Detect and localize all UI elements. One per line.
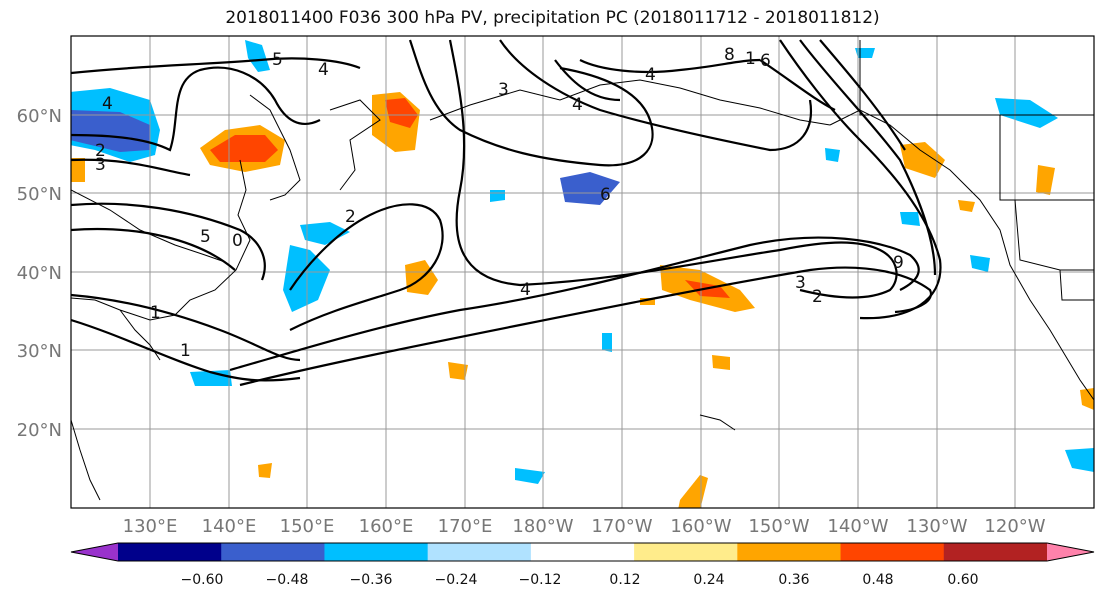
colorbar-tick-label: 0.12 xyxy=(609,572,640,588)
lon-label: 180°W xyxy=(512,516,573,537)
contour-label: 5 xyxy=(200,227,211,247)
precip-negative-region xyxy=(1065,448,1094,472)
colorbar-extend-high xyxy=(1047,543,1094,561)
contour-label: 0 xyxy=(232,231,243,251)
contour-label: 6 xyxy=(760,51,771,71)
lon-label: 120°W xyxy=(984,516,1045,537)
precip-negative-region xyxy=(825,148,840,162)
colorbar-bin xyxy=(324,543,429,561)
contour-label: 9 xyxy=(893,253,904,273)
precip-positive-region xyxy=(258,463,272,478)
longitude-labels: 130°E 140°E 150°E 160°E 170°E 180°W 170°… xyxy=(123,516,1046,537)
coastlines xyxy=(71,40,1094,501)
precip-positive-region xyxy=(958,200,975,212)
contour-label: 4 xyxy=(102,94,113,114)
contour-label: 3 xyxy=(498,80,509,100)
colorbar-extend-low xyxy=(71,543,118,561)
contour-labels: 4 2 3 5 4 3 4 8 1 6 4 6 2 5 0 1 1 4 3 2 … xyxy=(95,45,904,361)
precip-negative-region xyxy=(71,110,150,152)
colorbar-tick-label: 0.48 xyxy=(862,572,893,588)
lat-label: 40°N xyxy=(17,263,62,284)
contour-label: 1 xyxy=(745,49,756,69)
colorbar-tick-label: −0.12 xyxy=(519,572,562,588)
pv-contours xyxy=(71,39,942,387)
precip-negative-region xyxy=(602,333,612,352)
precip-negative-region xyxy=(970,255,990,272)
colorbar-tick-label: −0.48 xyxy=(266,572,309,588)
contour-label: 3 xyxy=(95,155,106,175)
contour-label: 1 xyxy=(150,303,161,323)
lon-label: 170°W xyxy=(591,516,652,537)
precip-negative-region xyxy=(560,172,620,205)
lon-label: 150°E xyxy=(280,516,335,537)
precip-positive-region xyxy=(712,355,730,370)
precip-negative-region xyxy=(490,190,505,202)
contour-label: 4 xyxy=(520,280,531,300)
precip-negative-region xyxy=(300,222,350,245)
precip-positive-region xyxy=(900,142,945,178)
contour-label: 8 xyxy=(724,45,735,65)
precip-negative-region xyxy=(515,468,545,484)
colorbar-tick-label: 0.36 xyxy=(778,572,809,588)
colorbar-bin xyxy=(943,543,1048,561)
precip-shading xyxy=(71,40,1094,508)
colorbar-tick-label: −0.24 xyxy=(435,572,478,588)
precip-negative-region xyxy=(245,40,270,72)
colorbar-bin xyxy=(427,543,532,561)
lat-label: 20°N xyxy=(17,420,62,441)
lon-label: 170°E xyxy=(438,516,493,537)
lon-label: 130°E xyxy=(123,516,178,537)
lat-label: 30°N xyxy=(17,341,62,362)
colorbar-bin xyxy=(118,543,222,561)
contour-label: 6 xyxy=(600,185,611,205)
colorbar-bin xyxy=(634,543,738,561)
colorbar xyxy=(70,542,1095,562)
precip-positive-region xyxy=(71,158,85,182)
colorbar-ticks: −0.60 −0.48 −0.36 −0.24 −0.12 0.12 0.24 … xyxy=(181,572,979,588)
precip-positive-region xyxy=(448,362,468,380)
lon-label: 150°W xyxy=(748,516,809,537)
lat-label: 60°N xyxy=(17,106,62,127)
colorbar-tick-label: 0.24 xyxy=(693,572,724,588)
contour-label: 5 xyxy=(272,50,283,70)
map-frame xyxy=(70,35,1095,509)
contour-label: 1 xyxy=(180,341,191,361)
colorbar-bin xyxy=(221,543,325,561)
precip-positive-region xyxy=(210,135,278,162)
precip-negative-region xyxy=(900,212,920,226)
map-title: 2018011400 F036 300 hPa PV, precipitatio… xyxy=(225,8,880,28)
colorbar-bin xyxy=(530,543,635,561)
colorbar-tick-label: 0.60 xyxy=(947,572,978,588)
latitude-labels: 60°N 50°N 40°N 30°N 20°N xyxy=(17,106,62,441)
contour-label: 3 xyxy=(795,273,806,293)
contour-label: 4 xyxy=(572,95,583,115)
lon-label: 130°W xyxy=(906,516,967,537)
lon-label: 140°E xyxy=(202,516,257,537)
contour-label: 2 xyxy=(95,141,106,161)
colorbar-bin xyxy=(840,543,945,561)
contour-label: 2 xyxy=(812,287,823,307)
precip-positive-region xyxy=(385,98,418,128)
precip-positive-region xyxy=(1036,165,1055,195)
colorbar-tick-label: −0.60 xyxy=(181,572,224,588)
contour-label: 2 xyxy=(345,207,356,227)
lon-label: 160°W xyxy=(670,516,731,537)
lat-label: 50°N xyxy=(17,184,62,205)
lon-label: 160°E xyxy=(359,516,414,537)
precip-negative-region xyxy=(995,98,1058,128)
contour-label: 4 xyxy=(318,60,329,80)
colorbar-bin xyxy=(737,543,842,561)
colorbar-outline xyxy=(70,542,1095,562)
colorbar-tick-label: −0.36 xyxy=(350,572,393,588)
precip-positive-region xyxy=(1080,388,1094,410)
lon-label: 140°W xyxy=(827,516,888,537)
contour-label: 4 xyxy=(645,65,656,85)
